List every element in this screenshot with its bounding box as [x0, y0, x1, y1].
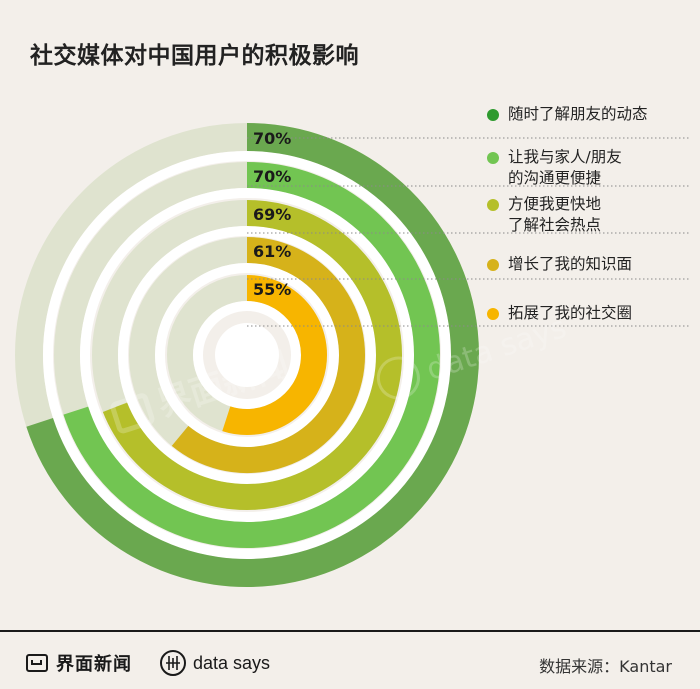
datasays-logo: data says	[160, 647, 270, 679]
value-label-0: 70%	[253, 129, 291, 148]
ring-gap-1	[80, 188, 414, 522]
datasays-logo-icon	[160, 650, 186, 676]
ring-bar-1	[63, 162, 440, 548]
footer-divider	[0, 630, 700, 632]
ring-bar-4	[222, 275, 327, 435]
value-label-4: 55%	[253, 280, 291, 299]
ring-gap-3	[155, 263, 339, 447]
legend-label: 让我与家人/朋友 的沟通更便捷	[508, 148, 622, 187]
legend-dot-icon	[487, 199, 499, 211]
value-label-1: 70%	[253, 167, 291, 186]
ring-gap-2	[118, 226, 376, 484]
jiemian-logo: 界面新闻	[26, 653, 132, 675]
legend-dot-icon	[487, 259, 499, 271]
value-label-2: 69%	[253, 205, 291, 224]
legend-label: 增长了我的知识面	[508, 255, 633, 273]
center-hole	[215, 323, 279, 387]
ring-gap-0	[43, 151, 451, 559]
jiemian-logo-icon	[26, 654, 48, 672]
legend-label: 拓展了我的社交圈	[508, 304, 633, 322]
legend-dot-icon	[487, 152, 499, 164]
datasays-logo-text: data says	[193, 652, 271, 673]
ring-gap-4	[193, 301, 301, 409]
value-labels: 70% 70% 69% 61% 55%	[253, 129, 291, 299]
jiemian-logo-text: 界面新闻	[56, 654, 132, 675]
ring-bar-2	[102, 200, 402, 510]
ring-bar-0	[26, 123, 479, 587]
legend-leaders	[247, 137, 690, 327]
legend-label: 随时了解朋友的动态	[508, 105, 648, 123]
ring-bar-3	[171, 237, 365, 473]
legend-dot-icon	[487, 109, 499, 121]
footer: 界面新闻 data says 数据来源：Kantar	[0, 632, 700, 689]
legend-label: 方便我更快地 了解社会热点	[508, 195, 602, 234]
value-label-3: 61%	[253, 242, 291, 261]
data-source: 数据来源：Kantar	[539, 657, 672, 676]
chart-title: 社交媒体对中国用户的积极影响	[30, 43, 359, 69]
legend-dot-icon	[487, 308, 499, 320]
rings-group	[15, 123, 479, 587]
